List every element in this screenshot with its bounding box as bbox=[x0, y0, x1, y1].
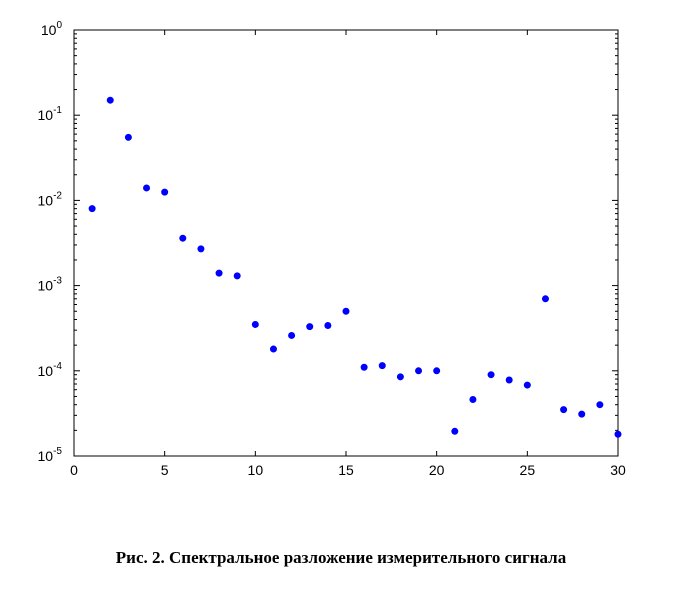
x-tick-label: 20 bbox=[429, 462, 445, 478]
data-point bbox=[88, 205, 96, 213]
x-tick-label: 0 bbox=[70, 462, 78, 478]
x-tick-label: 25 bbox=[520, 462, 536, 478]
data-point bbox=[560, 406, 568, 414]
data-point bbox=[179, 234, 187, 242]
data-point bbox=[324, 322, 332, 330]
x-tick-label: 10 bbox=[248, 462, 264, 478]
plot-area: 0 5 10 15 20 25 30 10-5 10-4 10-3 10-2 10-1 100 bbox=[38, 20, 626, 478]
y-tick-label: 10-1 bbox=[38, 105, 63, 123]
x-tick-label: 5 bbox=[161, 462, 169, 478]
data-point bbox=[523, 381, 531, 389]
data-point bbox=[433, 367, 441, 375]
data-point bbox=[396, 373, 404, 381]
data-point bbox=[269, 345, 277, 353]
y-tick-label: 10-4 bbox=[38, 361, 63, 379]
data-point bbox=[469, 396, 477, 404]
data-point bbox=[378, 362, 386, 370]
data-point bbox=[578, 410, 586, 418]
figure-caption: Рис. 2. Спектральное разложение измерите… bbox=[115, 548, 567, 567]
data-point bbox=[342, 307, 350, 315]
data-point bbox=[161, 188, 169, 196]
data-point bbox=[288, 331, 296, 339]
data-point bbox=[106, 96, 114, 104]
plot-frame bbox=[73, 29, 619, 457]
x-tick-label: 30 bbox=[610, 462, 626, 478]
data-point bbox=[505, 376, 513, 384]
data-point bbox=[143, 184, 151, 192]
data-point bbox=[197, 245, 205, 253]
data-point bbox=[541, 295, 549, 303]
data-point bbox=[415, 367, 423, 375]
data-point bbox=[233, 272, 241, 280]
x-tick-label: 15 bbox=[338, 462, 354, 478]
data-point bbox=[360, 363, 368, 371]
y-tick-label: 10-5 bbox=[38, 446, 63, 464]
data-point bbox=[251, 320, 259, 328]
data-point bbox=[124, 133, 132, 141]
data-point bbox=[451, 427, 459, 435]
data-point bbox=[614, 430, 622, 438]
data-point bbox=[596, 401, 604, 409]
y-tick-label: 100 bbox=[41, 20, 63, 38]
data-point bbox=[487, 371, 495, 379]
data-point bbox=[215, 269, 223, 277]
y-tick-label: 10-3 bbox=[38, 276, 63, 294]
y-tick-label: 10-2 bbox=[38, 190, 63, 208]
data-point bbox=[306, 323, 314, 331]
